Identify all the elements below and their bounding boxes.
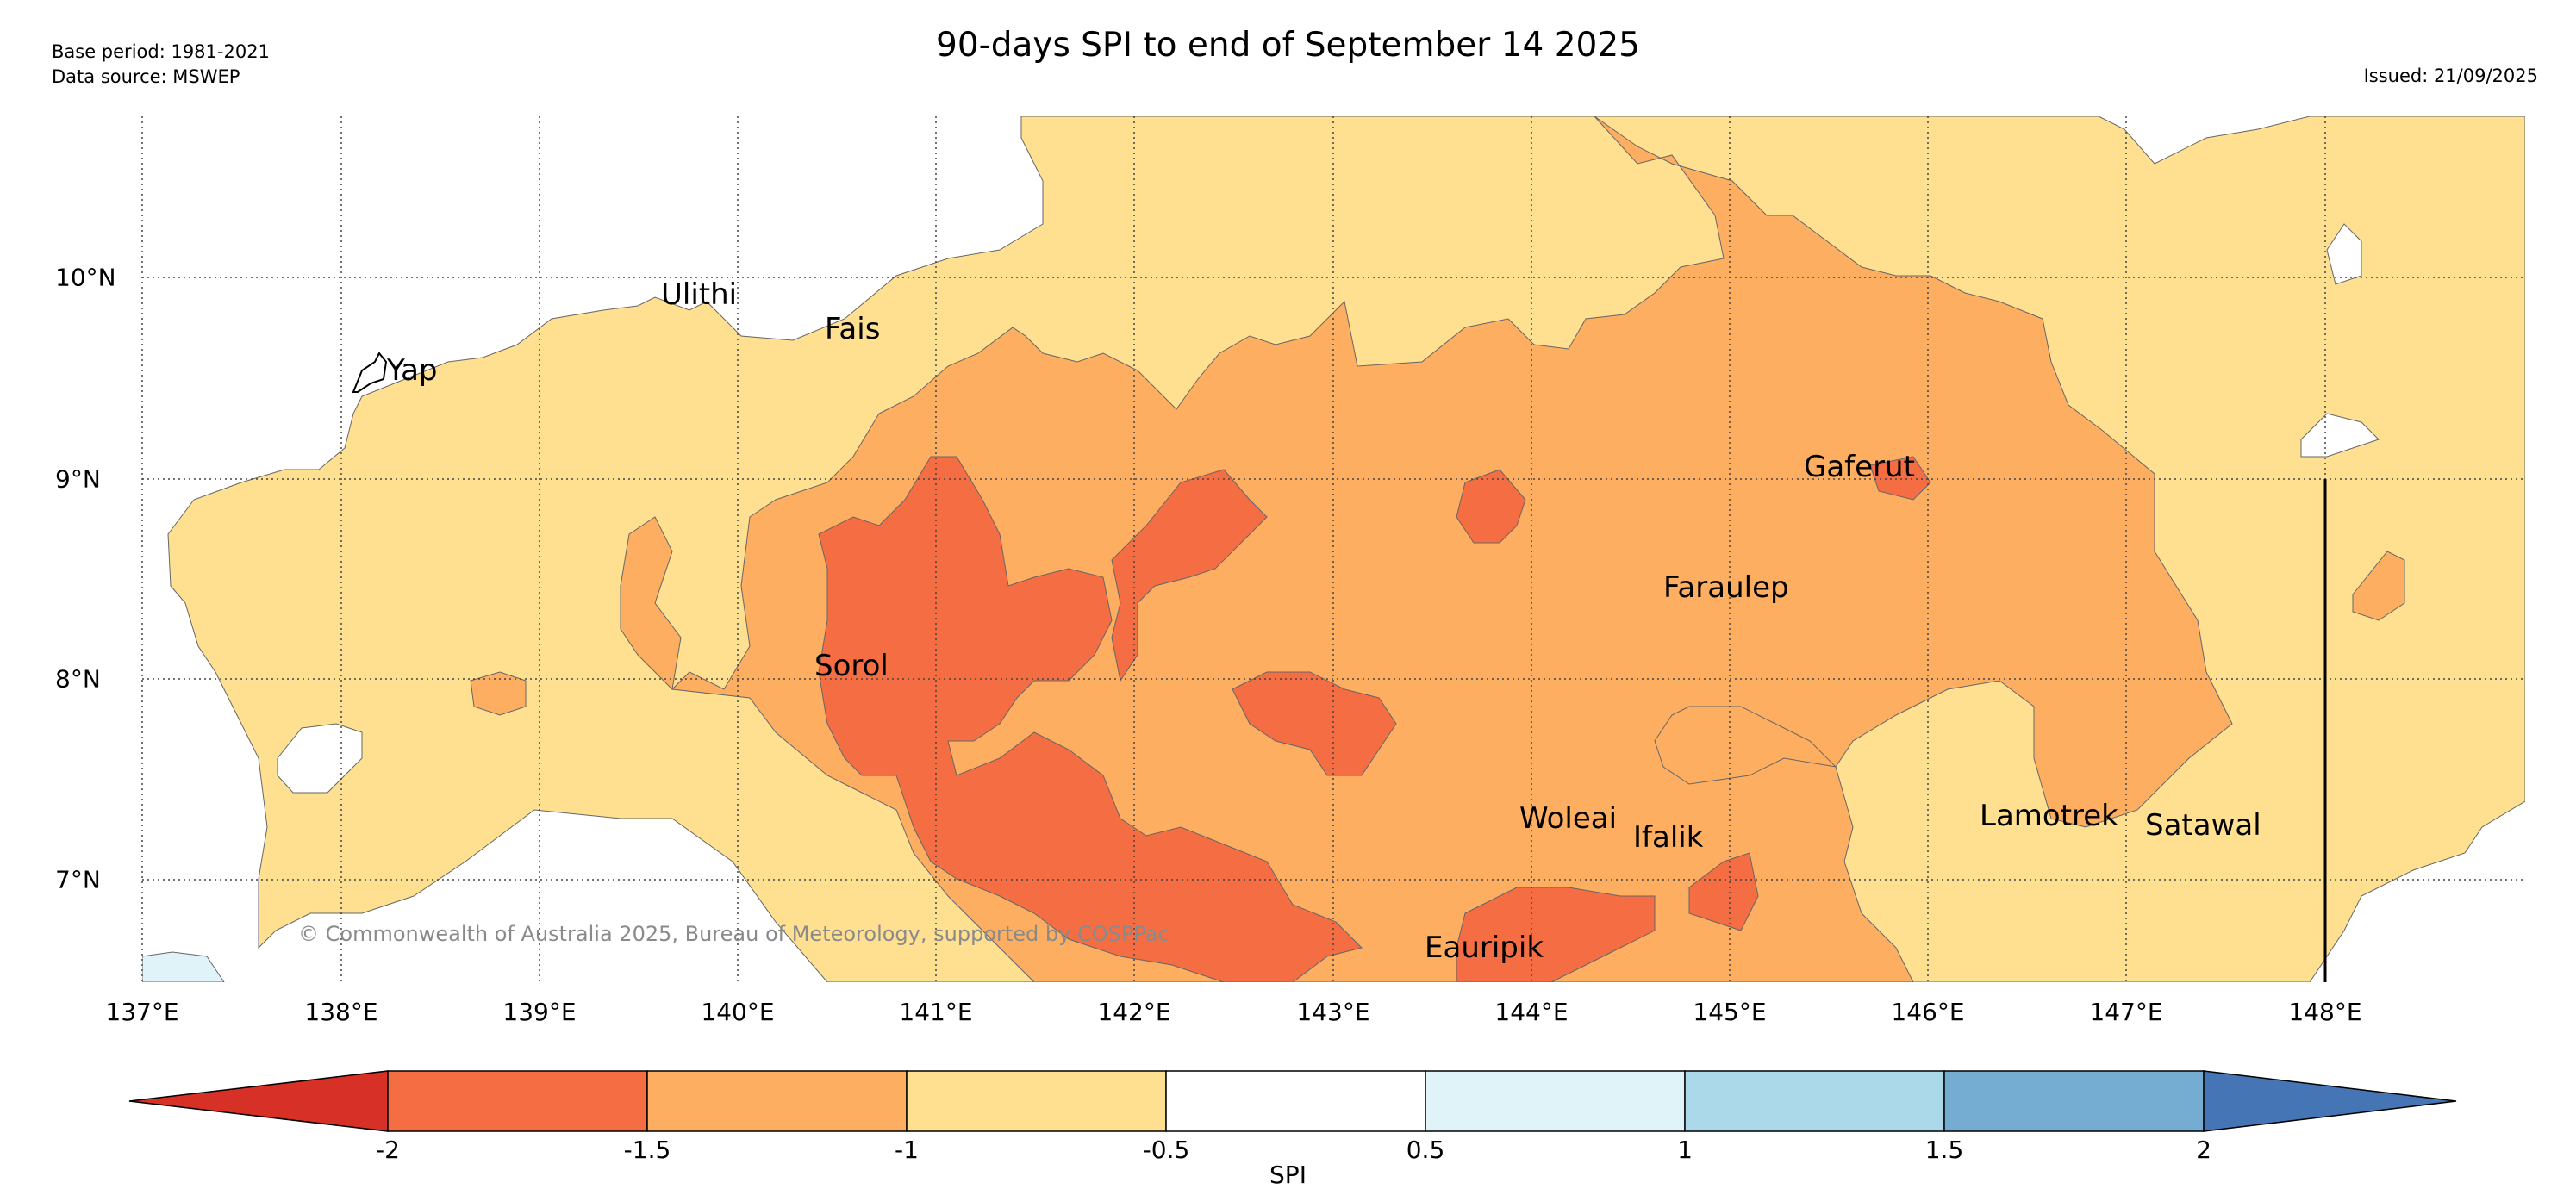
colorbar-extend-low [128,1070,389,1132]
colorbar-extend-high [2203,1070,2457,1132]
lon-label-142: 142°E [1097,998,1171,1026]
place-yap: Yap [387,353,438,388]
data-source-note: Data source: MSWEP [52,66,240,87]
place-sorol: Sorol [814,649,889,683]
colorbar-bin-1 [387,1070,648,1132]
place-ifalik: Ifalik [1633,820,1704,855]
lon-label-139: 139°E [502,998,577,1026]
colorbar-tick: 1 [1677,1136,1693,1164]
colorbar-bin-5 [1425,1070,1686,1132]
colorbar-bin-4 [1165,1070,1426,1132]
issued-date: Issued: 21/09/2025 [2363,65,2538,86]
colorbar-tick: 2 [2196,1136,2211,1164]
colorbar-tick: 1.5 [1924,1136,1964,1164]
lon-label-138: 138°E [304,998,378,1026]
lat-label-9n: 9°N [55,464,101,494]
lon-label-148: 148°E [2288,998,2362,1026]
spi-island-patch [470,671,527,716]
colorbar-label: SPI [1269,1161,1307,1189]
lon-label-140: 140°E [701,998,775,1026]
lon-label-137: 137°E [105,998,179,1026]
colorbar-tick: -0.5 [1142,1136,1190,1164]
lat-label-8n: 8°N [55,664,101,694]
spi-band-minus15-minus2-west [818,456,1363,982]
yap-island-outline [352,352,388,393]
colorbar-bin-6 [1684,1070,1945,1132]
colorbar-bin-7 [1943,1070,2205,1132]
gridlines [141,116,2525,982]
spi-band-minus15-minus2-north [1456,469,1526,544]
spi-neutral-hole-east2 [2300,413,2380,458]
colorbar-tick: -2 [376,1136,400,1164]
colorbar-bin-2 [646,1070,908,1132]
spi-band-minus15-minus2-gaferut [1869,456,1931,501]
place-satawal: Satawal [2145,808,2261,843]
lat-label-10n: 10°N [55,263,116,292]
lat-label-7n: 7°N [55,865,101,894]
spi-band-minus15-minus2-central [1111,469,1268,682]
place-woleai: Woleai [1519,801,1618,836]
colorbar-tick: 0.5 [1406,1136,1445,1164]
lon-label-144: 144°E [1494,998,1569,1026]
lon-label-145: 145°E [1693,998,1767,1026]
copyright-notice: © Commonwealth of Australia 2025, Bureau… [298,922,1169,946]
colorbar-bin-3 [906,1070,1167,1132]
spi-east-patch [2352,551,2405,621]
place-gaferut: Gaferut [1804,450,1915,484]
map-title: 90-days SPI to end of September 14 2025 [936,26,1640,65]
place-eauripik: Eauripik [1425,931,1544,965]
spi-neutral-hole-west [277,723,363,794]
colorbar [128,1070,2457,1132]
base-period-note: Base period: 1981-2021 [52,41,270,62]
place-faraulep: Faraulep [1663,570,1789,605]
lon-label-143: 143°E [1296,998,1370,1026]
spi-band-minus15-minus2-mid [1232,671,1397,776]
place-ulithi: Ulithi [661,277,738,312]
colorbar-tick: -1 [895,1136,919,1164]
place-lamotrek: Lamotrek [1980,799,2118,833]
lon-label-147: 147°E [2089,998,2163,1026]
spi-neutral-hole-east1 [2326,223,2362,285]
spi-wet-corner [142,951,225,982]
place-fais: Fais [825,312,881,346]
spi-band-minus15-minus2-south [1456,887,1656,982]
lon-label-146: 146°E [1891,998,1965,1026]
colorbar-tick: -1.5 [623,1136,671,1164]
lon-label-141: 141°E [899,998,973,1026]
spi-band-minus15-minus2-ifalik [1688,852,1759,931]
